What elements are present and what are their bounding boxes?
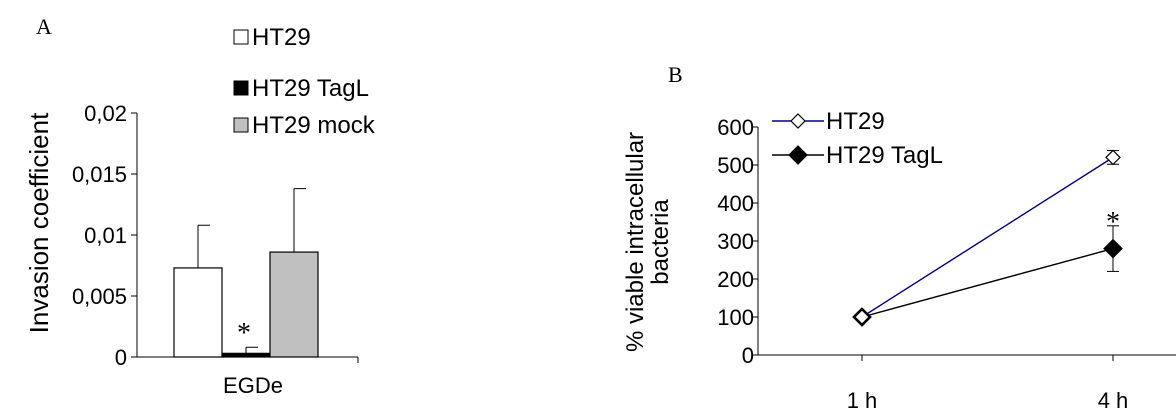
panel-b-lines: * [852, 149, 1123, 327]
legend-label: HT29 [826, 108, 885, 135]
panel-a-legend: HT29 HT29 TagL HT29 mock [233, 24, 376, 139]
legend-swatch [233, 80, 249, 96]
series-line [861, 156, 1114, 318]
legend-swatch [233, 29, 249, 45]
legend-label: HT29 TagL [252, 75, 369, 102]
panel-a-bars: * [173, 188, 319, 358]
legend-marker [790, 113, 806, 129]
panel-b: B % viable intracellular bacteria 0 100 20… [622, 62, 1176, 412]
legend-marker [788, 145, 808, 165]
panel-b-y-axis-label-line2: bacteria [647, 199, 674, 285]
significance-asterisk: * [1106, 207, 1120, 238]
y-tick-label: 500 [717, 153, 754, 178]
x-tick-label: 4 h [1098, 388, 1129, 412]
y-tick-label: 0,01 [84, 223, 127, 248]
y-tick-label: 100 [717, 305, 754, 330]
panel-b-axes: 0 100 200 300 400 500 600 1 h 4 h [717, 115, 1176, 412]
bar-ht29-tagl [221, 352, 271, 358]
y-tick-label: 400 [717, 191, 754, 216]
panel-a-axes: 0 0,005 0,01 0,015 0,02 EGDe [72, 101, 359, 398]
y-tick-label: 200 [717, 267, 754, 292]
legend-label: HT29 mock [252, 112, 376, 139]
y-tick-label: 0,005 [72, 284, 127, 309]
significance-asterisk: * [237, 318, 251, 349]
y-tick-label: 600 [717, 115, 754, 140]
panel-b-label: B [668, 62, 683, 87]
bar-ht29-mock [269, 251, 319, 358]
panel-b-legend: HT29 HT29 TagL [772, 108, 943, 169]
panel-a-label: A [36, 14, 52, 39]
series-line [861, 247, 1114, 318]
y-tick-label: 0,02 [84, 101, 127, 126]
panel-b-y-axis-label-line1: % viable intracellular [622, 132, 649, 352]
marker-open-diamond [854, 309, 870, 325]
bar-ht29 [173, 267, 223, 358]
y-tick-label: 0 [742, 343, 754, 368]
y-tick-label: 0 [115, 345, 127, 370]
x-category-label: EGDe [223, 373, 283, 398]
legend-label: HT29 TagL [826, 142, 943, 169]
marker-open-diamond [1105, 149, 1121, 166]
legend-swatch [233, 117, 249, 133]
marker-filled-diamond [1103, 238, 1123, 259]
x-tick-label: 1 h [847, 388, 878, 412]
y-tick-label: 0,015 [72, 162, 127, 187]
panel-a-y-axis-label: Invasion coefficient [24, 112, 54, 333]
panel-a: A Invasion coefficient 0 0,005 0,01 0,015 0,… [24, 14, 376, 398]
y-tick-label: 300 [717, 229, 754, 254]
legend-label: HT29 [252, 24, 311, 51]
